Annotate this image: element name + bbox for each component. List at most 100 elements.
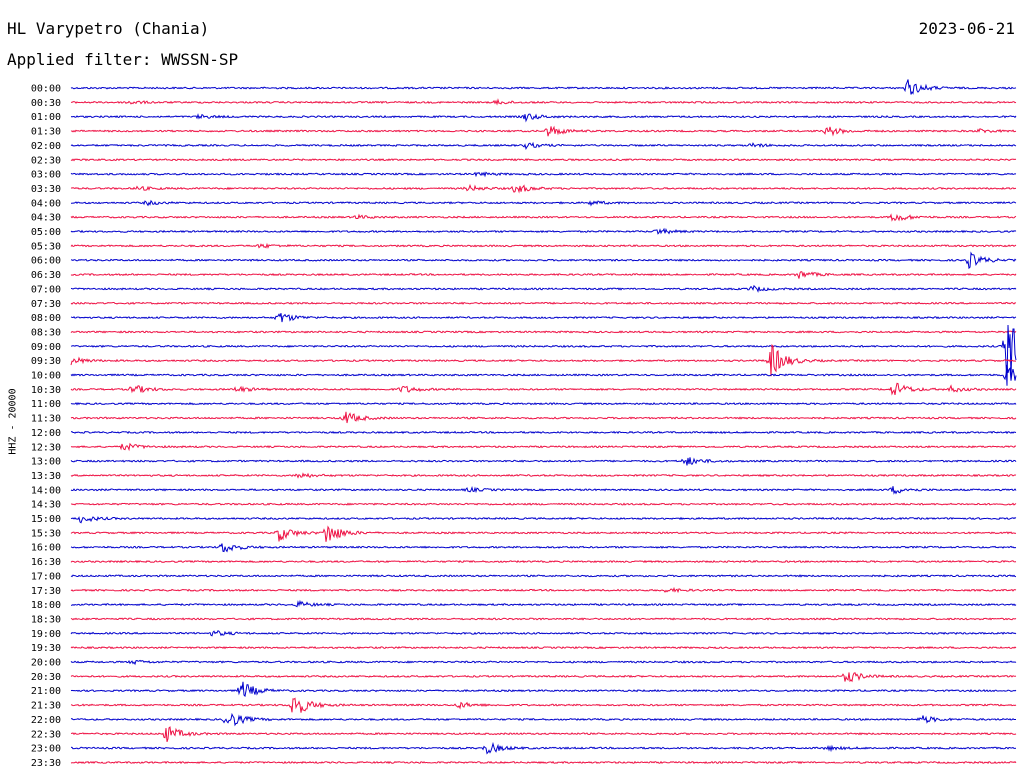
time-tick-label: 06:00 [31, 256, 61, 267]
time-tick-label: 07:30 [31, 299, 61, 310]
trace-line [70, 330, 1017, 334]
trace-line [70, 525, 1017, 542]
time-tick-label: 17:00 [31, 571, 61, 582]
time-tick-label: 11:30 [31, 414, 61, 425]
trace-line [70, 760, 1017, 765]
time-tick-label: 14:00 [31, 485, 61, 496]
trace-line [71, 199, 1017, 207]
time-tick-label: 18:00 [31, 600, 61, 611]
time-tick-label: 02:30 [31, 155, 61, 166]
trace-line [71, 599, 1017, 608]
time-tick-label: 10:30 [31, 385, 61, 396]
time-tick-label: 01:30 [31, 127, 61, 138]
trace-line [70, 502, 1017, 506]
trace-line [70, 158, 1017, 162]
time-tick-label: 00:00 [31, 84, 61, 95]
trace-line [70, 382, 1017, 396]
time-tick-label: 17:30 [31, 586, 61, 597]
trace-line [70, 113, 1017, 123]
trace-line [70, 485, 1017, 495]
trace-line [71, 726, 1017, 742]
trace-line [70, 313, 1017, 323]
trace-line [70, 697, 1017, 713]
time-tick-label: 22:30 [31, 729, 61, 740]
time-tick-label: 23:00 [31, 744, 61, 755]
time-tick-label: 20:30 [31, 672, 61, 683]
station-title: HL Varypetro (Chania) [7, 19, 210, 38]
time-tick-label: 13:00 [31, 457, 61, 468]
trace-line [70, 98, 1017, 106]
time-tick-label: 15:30 [31, 528, 61, 539]
time-tick-label: 05:30 [31, 241, 61, 252]
trace-line [70, 586, 1017, 594]
time-tick-label: 12:30 [31, 442, 61, 453]
time-tick-label: 09:30 [31, 356, 61, 367]
time-tick-label: 07:00 [31, 284, 61, 295]
time-tick-label: 13:30 [31, 471, 61, 482]
date-label: 2023-06-21 [918, 19, 1015, 38]
trace-line [70, 559, 1017, 564]
time-tick-label: 08:00 [31, 313, 61, 324]
time-tick-label: 12:00 [31, 428, 61, 439]
time-tick-label: 16:00 [31, 543, 61, 554]
time-tick-label: 00:30 [31, 98, 61, 109]
trace-line [70, 402, 1017, 406]
trace-line [70, 125, 1017, 137]
time-tick-label: 16:30 [31, 557, 61, 568]
time-tick-label: 18:30 [31, 614, 61, 625]
trace-line [70, 574, 1017, 578]
trace-line [70, 171, 1017, 178]
trace-line [70, 617, 1017, 621]
trace-line [70, 472, 1017, 479]
time-tick-label: 10:00 [31, 371, 61, 382]
time-tick-label: 01:00 [31, 112, 61, 123]
time-tick-label: 04:30 [31, 213, 61, 224]
filter-label: Applied filter: WWSSN-SP [7, 50, 239, 69]
trace-line [70, 630, 1017, 637]
trace-line [70, 672, 1017, 683]
trace-line [70, 79, 1017, 95]
time-tick-label: 04:00 [31, 198, 61, 209]
trace-line [70, 442, 1017, 452]
trace-line [70, 411, 1017, 424]
trace-line [70, 344, 1016, 377]
trace-line [70, 141, 1017, 151]
trace-line [70, 183, 1017, 194]
time-tick-label: 21:30 [31, 701, 61, 712]
time-tick-label: 02:00 [31, 141, 61, 152]
time-tick-label: 19:00 [31, 629, 61, 640]
trace-line [70, 681, 1017, 698]
trace-line [70, 242, 1017, 249]
time-tick-label: 08:30 [31, 327, 61, 338]
trace-line [70, 430, 1017, 435]
time-tick-label: 23:30 [31, 758, 61, 769]
trace-line [70, 301, 1017, 305]
time-tick-label: 14:30 [31, 500, 61, 511]
trace-line [70, 324, 1017, 386]
trace-line [70, 543, 1017, 553]
trace-line [70, 284, 1017, 293]
time-tick-label: 20:00 [31, 658, 61, 669]
time-tick-label: 09:00 [31, 342, 61, 353]
time-tick-label: 03:00 [31, 170, 61, 181]
time-tick-label: 03:30 [31, 184, 61, 195]
trace-line [70, 712, 1016, 727]
trace-line [70, 516, 1017, 524]
trace-line [70, 741, 1017, 755]
trace-line [70, 227, 1017, 235]
time-tick-label: 22:00 [31, 715, 61, 726]
trace-line [70, 271, 1017, 279]
trace-line [70, 251, 1017, 270]
time-tick-label: 19:30 [31, 643, 61, 654]
time-tick-label: 15:00 [31, 514, 61, 525]
trace-line [70, 646, 1017, 650]
time-tick-label: 05:00 [31, 227, 61, 238]
trace-line [70, 213, 1017, 222]
trace-line [70, 659, 1017, 666]
time-tick-label: 06:30 [31, 270, 61, 281]
trace-line [70, 364, 1017, 381]
time-tick-label: 21:00 [31, 686, 61, 697]
trace-line [70, 457, 1017, 466]
time-tick-label: 11:00 [31, 399, 61, 410]
